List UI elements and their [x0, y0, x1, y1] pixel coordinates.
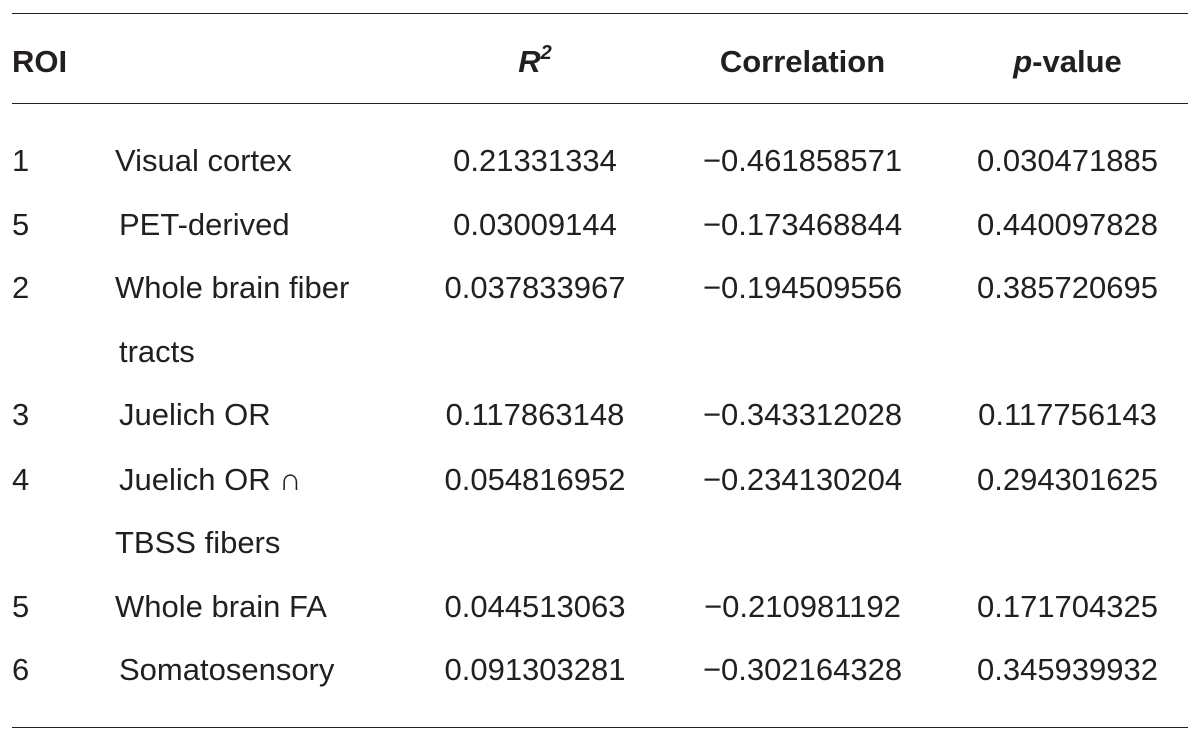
table-top-rule — [12, 13, 1188, 14]
row-6-r2: 0.044513063 — [444, 589, 626, 624]
table-header-rule — [12, 103, 1188, 104]
row-2-correlation: −0.173468844 — [702, 207, 903, 242]
row-3-p-value: 0.385720695 — [976, 270, 1159, 305]
row-3-r2: 0.037833967 — [444, 270, 626, 305]
row-2-r2: 0.03009144 — [453, 207, 617, 242]
row-6-name: Whole brain FA — [115, 589, 327, 624]
row-3-name-line-2: tracts — [119, 334, 195, 369]
row-1-correlation: −0.461858571 — [702, 143, 903, 178]
row-6-p-value: 0.171704325 — [976, 589, 1159, 624]
header-correlation: Correlation — [719, 44, 886, 79]
header-p-value-italic: p — [1013, 44, 1033, 79]
header-r-squared: R2 — [420, 42, 650, 82]
row-2-p-value: 0.440097828 — [976, 207, 1159, 242]
row-2-name: PET-derived — [119, 207, 290, 242]
row-4-name: Juelich OR — [119, 397, 271, 432]
row-1-name: Visual cortex — [115, 143, 292, 178]
row-4-p-value: 0.117756143 — [978, 397, 1157, 432]
row-6-roi: 5 — [12, 589, 30, 624]
row-4-roi: 3 — [12, 397, 30, 432]
header-p-value-suffix: -value — [1032, 44, 1122, 79]
row-1-r2: 0.21331334 — [453, 143, 617, 178]
row-7-name: Somatosensory — [119, 652, 335, 687]
row-1-roi: 1 — [12, 143, 30, 178]
row-5-name-line-1: Juelich OR ∩ — [119, 462, 302, 497]
header-roi: ROI — [12, 44, 68, 79]
row-1-p-value: 0.030471885 — [976, 143, 1159, 178]
row-3-name-line-1: Whole brain fiber — [115, 270, 350, 305]
row-4-correlation: −0.343312028 — [702, 397, 903, 432]
row-5-correlation: −0.234130204 — [702, 462, 903, 497]
header-p-value: p-value — [955, 42, 1180, 82]
row-7-correlation: −0.302164328 — [702, 652, 903, 687]
table-bottom-rule — [12, 727, 1188, 728]
row-6-correlation: −0.210981192 — [704, 589, 901, 624]
header-r-squared-base: R — [518, 44, 541, 79]
row-5-p-value: 0.294301625 — [976, 462, 1159, 497]
row-5-roi: 4 — [12, 462, 30, 497]
row-3-correlation: −0.194509556 — [702, 270, 903, 305]
row-5-r2: 0.054816952 — [444, 462, 626, 497]
row-2-roi: 5 — [12, 207, 30, 242]
row-7-roi: 6 — [12, 652, 30, 687]
header-r-squared-exponent: 2 — [540, 41, 552, 64]
row-7-r2: 0.091303281 — [444, 652, 626, 687]
row-5-name-line-2: TBSS fibers — [115, 525, 281, 560]
row-4-r2: 0.117863148 — [445, 397, 625, 432]
row-3-roi: 2 — [12, 270, 30, 305]
row-7-p-value: 0.345939932 — [976, 652, 1159, 687]
